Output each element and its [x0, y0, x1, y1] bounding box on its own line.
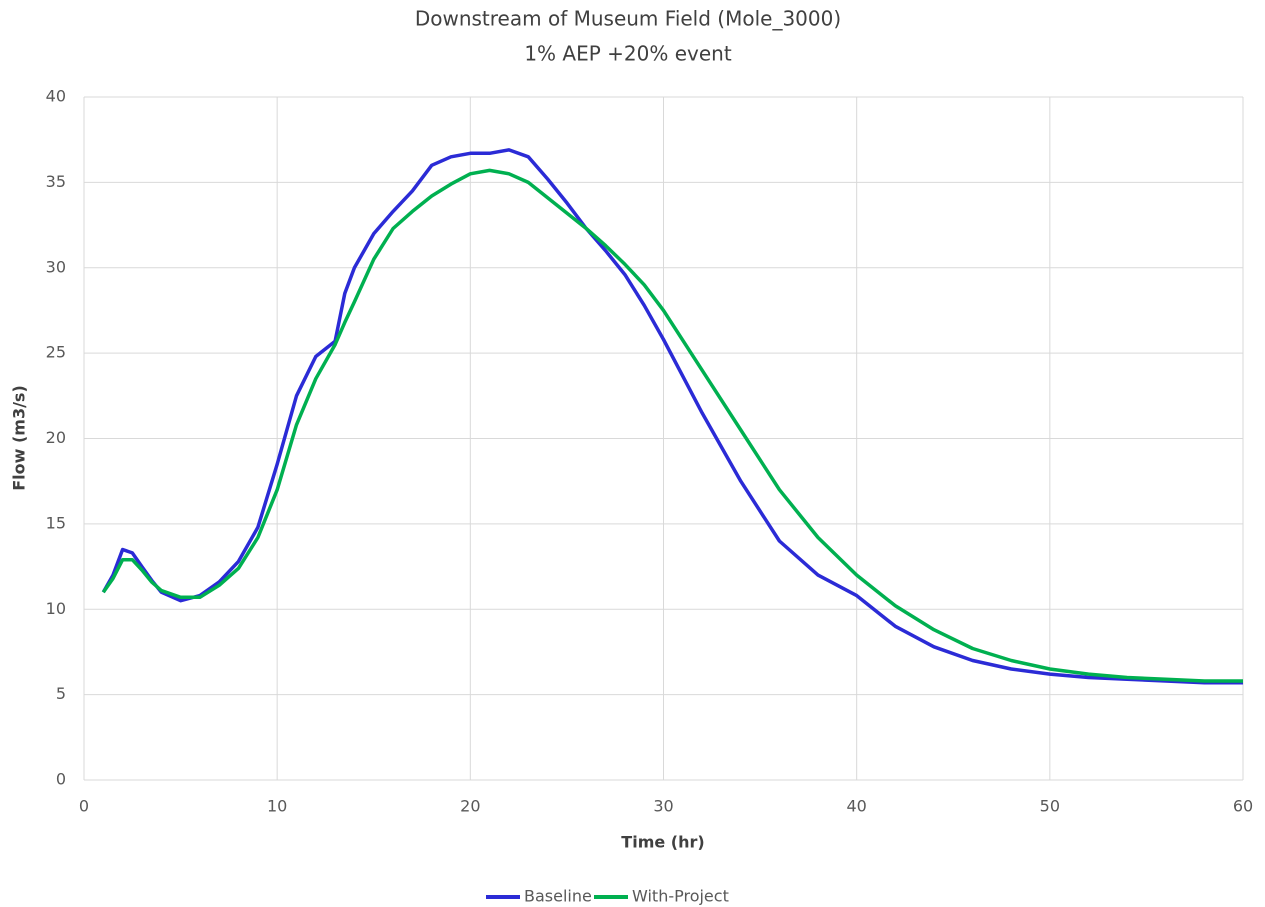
x-tick-label: 40 — [846, 797, 866, 816]
y-tick-label: 0 — [56, 770, 66, 789]
y-axis-label: Flow (m3/s) — [10, 385, 29, 491]
series-line — [101, 168, 1243, 683]
x-axis-label: Time (hr) — [621, 833, 704, 852]
chart-subtitle: 1% AEP +20% event — [524, 42, 732, 66]
x-tick-label: 20 — [460, 797, 480, 816]
legend-label: Baseline — [524, 887, 592, 906]
y-tick-label: 15 — [46, 513, 66, 532]
x-tick-label: 30 — [653, 797, 673, 816]
y-tick-label: 20 — [46, 428, 66, 447]
y-tick-label: 30 — [46, 257, 66, 276]
y-tick-label: 35 — [46, 172, 66, 191]
y-tick-label: 40 — [46, 87, 66, 106]
legend-label: With-Project — [632, 887, 729, 906]
x-tick-label: 10 — [267, 797, 287, 816]
x-tick-label: 0 — [79, 797, 89, 816]
y-tick-label: 10 — [46, 599, 66, 618]
x-tick-label: 60 — [1233, 797, 1253, 816]
y-tick-label: 5 — [56, 684, 66, 703]
chart-title: Downstream of Museum Field (Mole_3000) — [415, 7, 841, 31]
series-line — [101, 148, 1243, 685]
y-tick-label: 25 — [46, 343, 66, 362]
x-tick-label: 50 — [1040, 797, 1060, 816]
